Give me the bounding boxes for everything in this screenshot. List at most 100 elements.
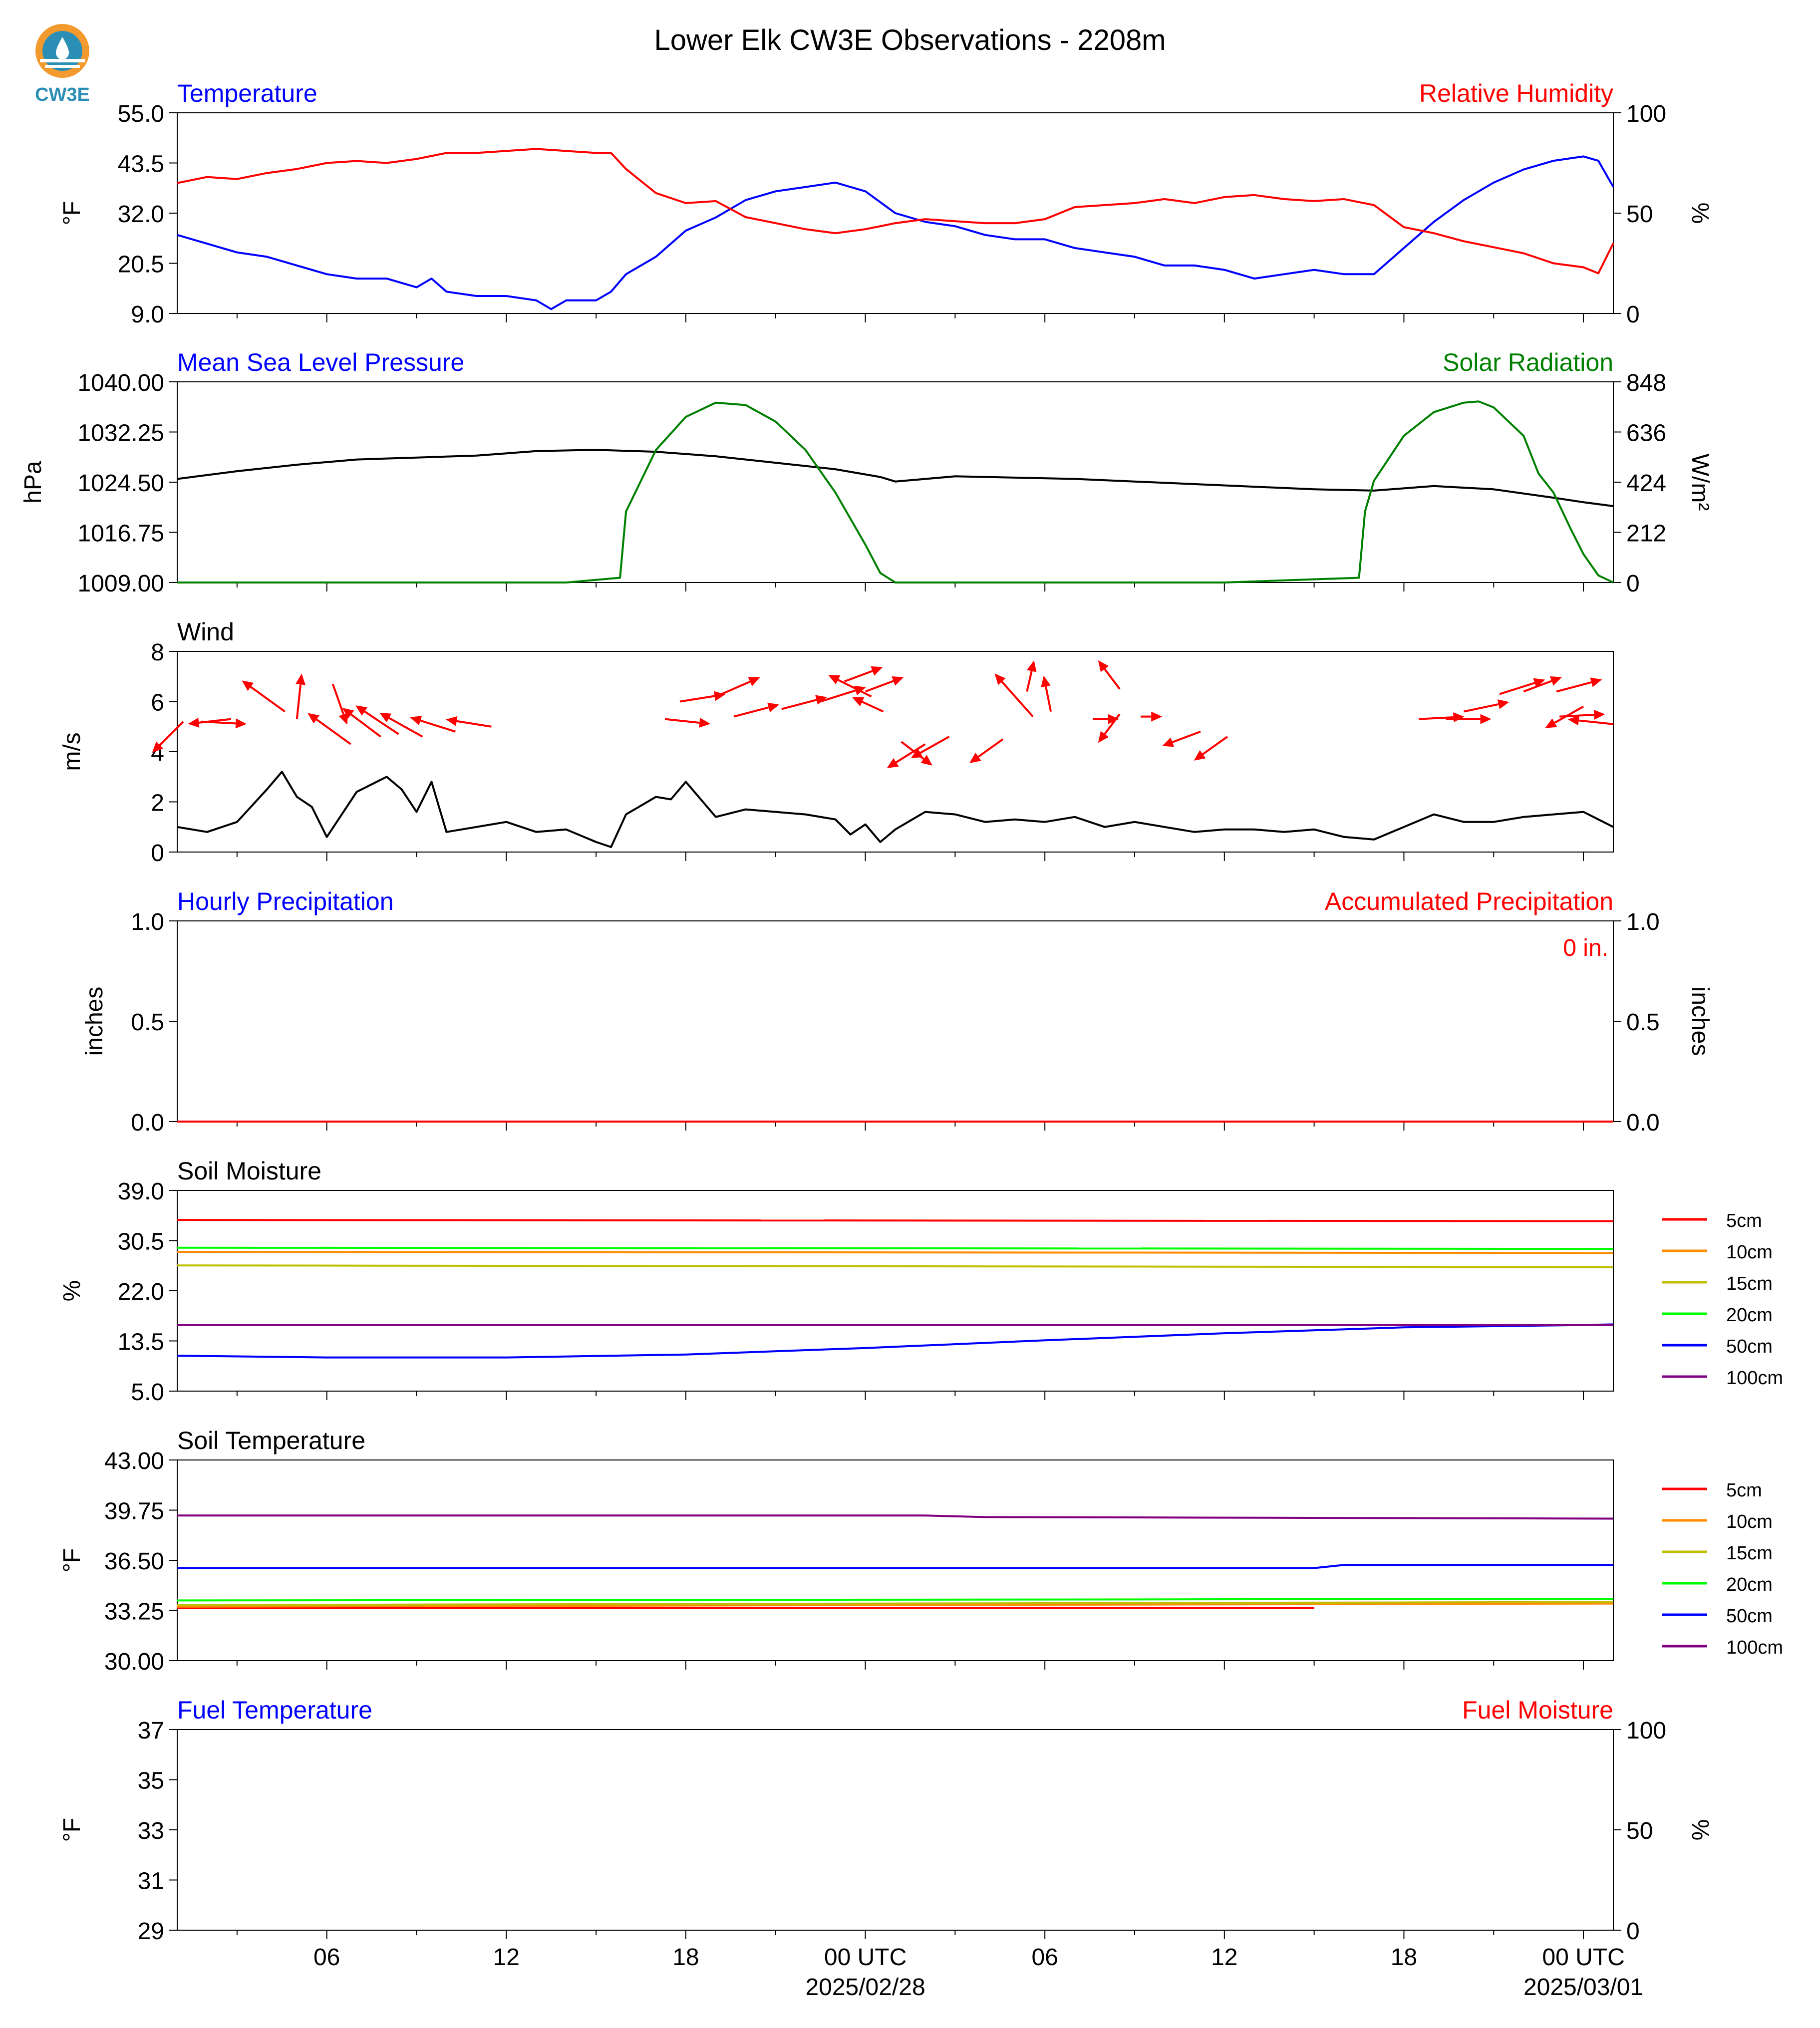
wind-arrow-head [1567,715,1579,726]
wind-arrow-head [338,712,348,725]
wind-arrow [188,717,232,728]
wind-arrow-shaft [837,679,872,698]
y-tick-label: 29 [138,1918,164,1945]
wind-arrow-shaft [1172,730,1201,743]
wind-arrow-head [1194,750,1206,761]
precip-total-annotation: 0 in. [1563,935,1608,961]
x-tick-label: 00 UTC [824,1944,907,1971]
legend-label: 50cm [1726,1606,1773,1627]
wind-arrow [307,713,351,745]
wind-arrow-head [307,713,319,724]
wind-arrow-shaft [721,680,751,695]
y2-tick-label: 50 [1626,201,1653,228]
legend-label: 10cm [1726,1242,1773,1263]
wind-arrow [1162,730,1201,747]
y2-tick-label: 0.5 [1626,1009,1660,1036]
wind-arrow [1093,714,1119,724]
wind-arrow-shaft [315,718,351,745]
panel-title-left: Wind [177,618,234,646]
y-tick-label: 55.0 [118,101,164,127]
wind-arrow [242,680,286,713]
x-tick-label: 12 [493,1944,520,1971]
panel-title-right: Solar Radiation [1443,348,1613,376]
wind-arrow-shaft [679,695,715,703]
y-tick-label: 9.0 [131,301,164,328]
wind-arrow [1567,715,1614,726]
panel-title-left: Soil Moisture [177,1157,321,1185]
wind-arrow [410,716,456,733]
series-line [177,155,1614,310]
y-tick-label: 43.00 [104,1448,164,1474]
y2-tick-label: 0 [1626,571,1640,597]
y2-tick-label: 636 [1626,420,1666,447]
y-tick-label: 37 [138,1718,164,1744]
wind-arrow [1098,660,1121,690]
wind-arrow [969,738,1004,763]
wind-arrow [446,716,492,728]
wind-arrow-head [1098,660,1109,672]
wind-arrow-head [1593,710,1605,720]
wind-arrow [1098,713,1121,743]
wind-arrow-shaft [1554,705,1584,724]
series-line [177,148,1614,275]
wind-arrow-shaft [364,710,399,735]
x-tick-label: 00 UTC [1542,1944,1624,1971]
wind-arrow-head [1453,712,1465,723]
wind-arrow-shaft [919,736,950,754]
series-line [177,1514,1614,1520]
wind-arrow-head [852,697,865,707]
legend-label: 20cm [1726,1574,1773,1595]
wind-arrow-shaft [1419,716,1454,720]
wind-arrow-head [699,718,711,728]
legend-label: 5cm [1726,1210,1762,1231]
y-tick-label: 1.0 [131,909,164,935]
wind-arrow-shaft [1578,719,1614,725]
wind-arrow-shaft [1556,681,1592,693]
wind-arrow-head [1041,675,1051,688]
wind-arrow [721,677,760,695]
wind-arrow-head [1151,711,1163,722]
y2-tick-label: 424 [1626,470,1666,497]
wind-arrow-shaft [296,684,302,719]
series-line [177,1246,1614,1250]
y-tick-label: 1009.00 [77,571,164,597]
wind-arrow-head [887,758,899,768]
chart-panel: Hourly Precipitation Accumulated Precipit… [81,887,1713,1136]
wind-arrow-head [1162,737,1175,747]
wind-arrow-head [379,712,392,723]
x-tick-label: 06 [313,1944,340,1971]
wind-arrow [852,697,884,713]
wind-arrow-shaft [844,670,873,683]
chart-panel: Fuel Temperature Fuel Moisture 37 35 33 31 29 °… [59,1696,1713,1945]
wind-arrow-head [1098,731,1109,743]
panel-title-left: Hourly Precipitation [177,887,394,915]
wind-arrow-head [242,680,254,691]
wind-arrow-head [1497,699,1510,709]
wind-arrow [296,673,305,719]
wind-arrow [1523,676,1562,693]
wind-arrow-shaft [664,718,700,724]
y-tick-label: 30.00 [104,1649,164,1675]
y-tick-label: 1040.00 [77,370,164,396]
wind-arrow [1140,711,1163,722]
wind-arrow-head [188,717,200,728]
panel-title-left: Temperature [177,79,317,107]
wind-arrow-head [1480,714,1492,724]
y-tick-label: 22.0 [118,1279,164,1305]
y2-tick-label: 100 [1626,101,1666,127]
wind-arrow-shaft [1026,670,1033,692]
wind-arrow-shaft [199,718,232,724]
wind-arrow-shaft [1104,713,1121,735]
plot-frame [177,1459,1614,1661]
wind-arrow-head [892,676,904,686]
chart-panel: Temperature Relative Humidity 55.0 43.5 32.0… [59,79,1713,328]
wind-arrow-head [355,705,367,716]
wind-arrow-shaft [350,713,381,738]
wind-arrow-head [342,708,354,719]
wind-arrow [1545,705,1584,728]
legend-label: 20cm [1726,1305,1773,1326]
wind-arrow-head [152,741,164,753]
wind-arrow [1556,677,1602,693]
y-axis-label: % [59,1280,85,1302]
wind-arrow-head [235,718,247,729]
